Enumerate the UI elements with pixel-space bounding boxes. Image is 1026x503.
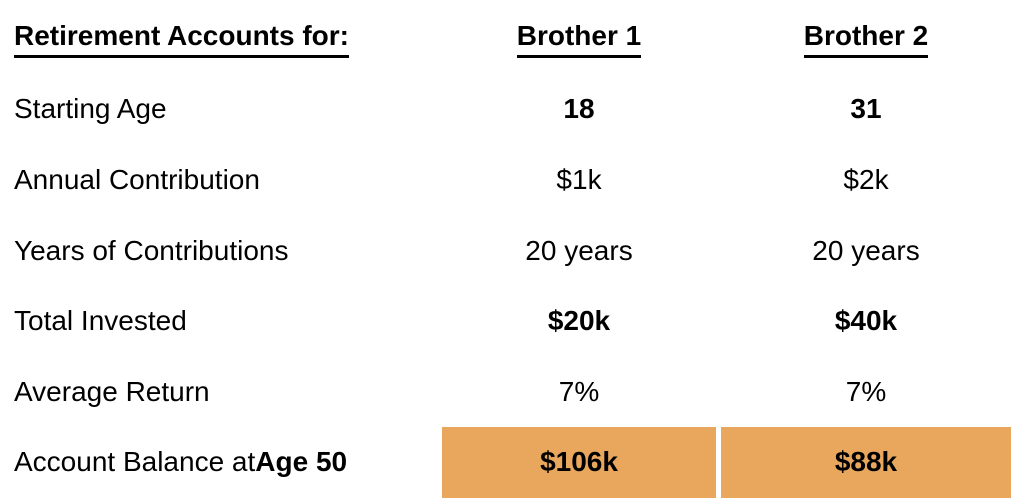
table-row-starting-age: Starting Age 18 31 xyxy=(14,75,1026,146)
table-row-years-of-contributions: Years of Contributions 20 years 20 years xyxy=(14,216,1026,287)
value-brother2-years-of-contributions: 20 years xyxy=(812,234,920,266)
value-brother1-annual-contribution: $1k xyxy=(556,164,602,196)
row-label-account-balance-age: Age 50 xyxy=(255,446,348,478)
table-title-text: Retirement Accounts for: xyxy=(14,20,350,58)
table-row-account-balance: Account Balance at Age 50 $106k $88k xyxy=(14,427,1026,498)
value-brother1-average-return: 7% xyxy=(558,375,600,407)
value-brother2-account-balance: $88k xyxy=(721,427,1011,498)
table-title: Retirement Accounts for: xyxy=(14,4,442,75)
row-label-total-invested: Total Invested xyxy=(14,305,187,337)
table-row-annual-contribution: Annual Contribution $1k $2k xyxy=(14,145,1026,216)
row-label-average-return: Average Return xyxy=(14,375,210,407)
value-brother2-total-invested: $40k xyxy=(834,305,898,337)
column-header-brother-2: Brother 2 xyxy=(721,4,1011,75)
column-header-brother-1-text: Brother 1 xyxy=(516,20,642,58)
row-label-annual-contribution: Annual Contribution xyxy=(14,164,260,196)
row-label-account-balance-prefix: Account Balance at xyxy=(14,446,256,478)
column-header-brother-2-text: Brother 2 xyxy=(803,20,929,58)
value-brother1-account-balance: $106k xyxy=(442,427,716,498)
row-label-account-balance: Account Balance at Age 50 xyxy=(14,427,442,498)
table-header-row: Retirement Accounts for: Brother 1 Broth… xyxy=(14,4,1026,75)
value-brother2-average-return: 7% xyxy=(845,375,887,407)
value-brother2-starting-age: 31 xyxy=(850,93,882,125)
row-label-starting-age: Starting Age xyxy=(14,93,167,125)
column-header-brother-1: Brother 1 xyxy=(442,4,716,75)
value-brother1-total-invested: $20k xyxy=(547,305,611,337)
value-brother1-starting-age: 18 xyxy=(563,93,595,125)
value-brother2-annual-contribution: $2k xyxy=(843,164,889,196)
table-row-total-invested: Total Invested $20k $40k xyxy=(14,286,1026,357)
value-brother1-years-of-contributions: 20 years xyxy=(525,234,633,266)
table-row-average-return: Average Return 7% 7% xyxy=(14,357,1026,428)
row-label-years-of-contributions: Years of Contributions xyxy=(14,234,289,266)
